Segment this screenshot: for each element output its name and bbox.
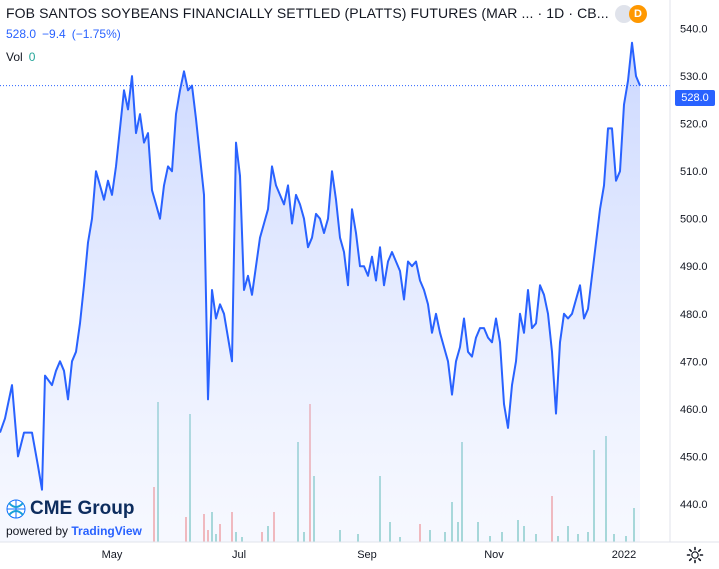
y-tick-label: 540.0: [680, 24, 708, 36]
y-tick-label: 450.0: [680, 451, 708, 463]
volume-label: Vol: [6, 50, 23, 64]
exchange-label: CB...: [577, 5, 609, 21]
price-change: −9.4: [42, 27, 66, 41]
x-tick-label: 2022: [612, 549, 636, 561]
x-tick-label: Jul: [232, 549, 246, 561]
x-tick-label: Nov: [484, 549, 504, 561]
tradingview-link[interactable]: TradingView: [71, 524, 142, 538]
y-tick-label: 440.0: [680, 499, 708, 511]
x-tick-label: Sep: [357, 549, 377, 561]
y-tick-label: 510.0: [680, 166, 708, 178]
last-price: 528.0: [6, 27, 37, 41]
powered-by-text: powered by: [6, 524, 69, 538]
delayed-data-badge[interactable]: D: [629, 5, 647, 23]
chart-header: FOB SANTOS SOYBEANS FINANCIALLY SETTLED …: [6, 5, 609, 21]
symbol-title[interactable]: FOB SANTOS SOYBEANS FINANCIALLY SETTLED …: [6, 5, 534, 21]
x-tick-label: May: [102, 549, 123, 561]
y-tick-label: 490.0: [680, 261, 708, 273]
volume-legend: Vol 0: [6, 50, 35, 64]
y-tick-label: 460.0: [680, 404, 708, 416]
y-tick-label: 480.0: [680, 309, 708, 321]
y-tick-label: 530.0: [680, 71, 708, 83]
price-change-percent: (−1.75%): [71, 27, 121, 41]
price-area: [0, 42, 640, 543]
market-status-icon[interactable]: [615, 5, 633, 23]
price-line: [0, 41, 641, 491]
y-tick-label: 520.0: [680, 119, 708, 131]
cme-globe-icon: [6, 499, 26, 519]
price-axis[interactable]: 440.0 450.0 460.0 470.0 480.0 490.0 500.0 510.0…: [680, 24, 708, 511]
status-badges: D: [615, 5, 653, 23]
gear-icon[interactable]: [686, 546, 704, 564]
y-tick-label: 500.0: [680, 214, 708, 226]
volume-value: 0: [28, 50, 36, 64]
y-tick-label: 470.0: [680, 356, 708, 368]
cme-group-logo[interactable]: CME Group powered by TradingView: [6, 498, 142, 538]
price-quote: 528.0 −9.4 (−1.75%): [6, 27, 127, 41]
time-axis[interactable]: May Jul Sep Nov 2022: [102, 549, 637, 561]
last-price-tag: 528.0: [675, 90, 715, 106]
logo-text: CME Group: [30, 498, 135, 519]
interval-label[interactable]: 1D: [546, 5, 565, 21]
